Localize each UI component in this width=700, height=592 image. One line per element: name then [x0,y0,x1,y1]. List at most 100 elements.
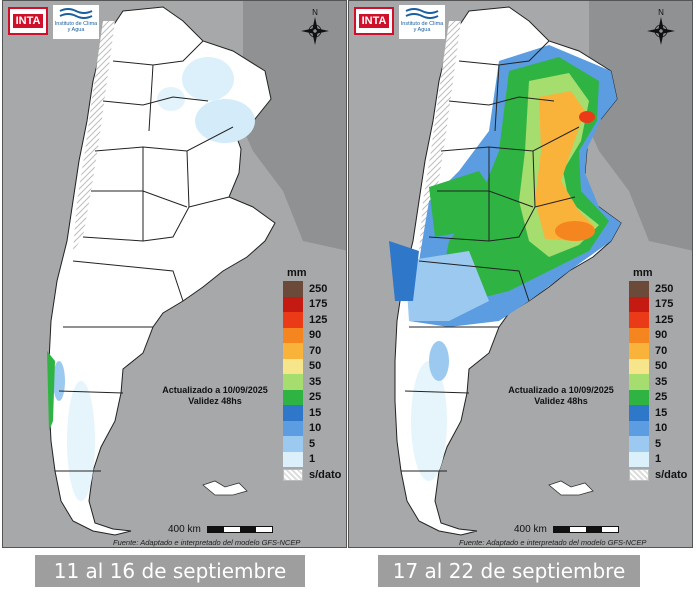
legend-row: 35 [629,374,689,390]
compass-rose-icon: N [647,8,675,45]
legend-label: 250 [309,282,328,295]
legend-swatch [629,343,649,359]
legend-swatch [283,451,303,467]
legend-swatch [629,327,649,343]
inta-logo: INTA [8,7,48,35]
legend-row: 125 [629,312,689,328]
legend-label: 70 [309,344,322,357]
institute-logo: Instituto de Clima y Agua [399,5,445,39]
inta-logo: INTA [354,7,394,35]
source-note: Fuente: Adaptado e interpretado del mode… [459,538,647,547]
rain-area [157,87,185,111]
legend-row: 1 [283,451,343,467]
compass-rose-icon: N [301,8,329,45]
legend-row: 90 [283,327,343,343]
scale-bar: 400 km [168,524,273,535]
legend-row: 15 [629,405,689,421]
legend-row: 250 [629,281,689,297]
precipitation-legend: mm 250 175 125 90 70 50 35 25 15 10 5 1 s/dato [629,267,689,483]
legend-swatch [283,420,303,436]
legend-label: 50 [309,360,322,373]
legend-label: 5 [309,437,316,450]
legend-swatch [283,312,303,328]
legend-swatch [629,374,649,390]
legend-swatch [629,468,649,481]
legend-swatch [283,358,303,374]
legend-label: 175 [655,298,674,311]
scale-bar: 400 km [514,524,619,535]
period-caption-left: 11 al 16 de septiembre [35,555,305,587]
province-borders [401,40,580,472]
legend-label: 1 [655,453,662,466]
legend-label: 1 [309,453,316,466]
rain-area [182,57,234,101]
legend-label: 35 [309,375,322,388]
nodata-area [73,21,115,251]
legend-row: 175 [283,296,343,312]
legend-swatch [283,374,303,390]
legend-row: 15 [283,405,343,421]
legend-swatch [629,436,649,452]
legend-label: 90 [655,329,668,342]
malvinas-islands [202,480,248,496]
legend-label: 15 [655,406,668,419]
legend-row: 25 [283,389,343,405]
legend-swatch [283,436,303,452]
legend-swatch [283,389,303,405]
legend-swatch [283,281,303,297]
legend-row: 90 [629,327,689,343]
legend-label: 35 [655,375,668,388]
legend-row: 5 [629,436,689,452]
legend-swatch [629,389,649,405]
legend-row: 50 [629,358,689,374]
svg-text:N: N [658,8,664,17]
legend-swatch [629,405,649,421]
legend-swatch [283,296,303,312]
legend-label: 10 [309,422,322,435]
province-borders [55,40,234,472]
rain-area [195,99,255,143]
legend-rows: 250 175 125 90 70 50 35 25 15 10 5 1 [629,281,689,467]
legend-nodata: s/dato [629,467,689,483]
legend-row: 10 [283,420,343,436]
legend-row: 125 [283,312,343,328]
update-note: Actualizado a 10/09/2025 Validez 48hs [162,385,268,406]
legend-rows: 250 175 125 90 70 50 35 25 15 10 5 1 [283,281,343,467]
rain-area [429,171,499,237]
legend-label: 15 [309,406,322,419]
rain-area [429,341,449,381]
source-note: Fuente: Adaptado e interpretado del mode… [113,538,301,547]
precipitation-legend: mm 250 175 125 90 70 50 35 25 15 10 5 1 s/dato [283,267,343,483]
legend-swatch [283,468,303,481]
legend-swatch [629,451,649,467]
legend-row: 70 [283,343,343,359]
rain-area [389,241,419,301]
legend-swatch [629,420,649,436]
legend-row: 175 [629,296,689,312]
legend-label: 90 [309,329,322,342]
legend-label: 175 [309,298,328,311]
map-panel-left: INTA Instituto de Clima y Agua N mm 250 1… [2,0,347,548]
rain-area [47,351,55,431]
legend-swatch [283,327,303,343]
rain-area [67,381,95,501]
legend-label: 10 [655,422,668,435]
legend-swatch [629,296,649,312]
legend-swatch [629,281,649,297]
institute-logo: Instituto de Clima y Agua [53,5,99,39]
legend-label: 125 [655,313,674,326]
legend-label: 125 [309,313,328,326]
legend-nodata: s/dato [283,467,343,483]
legend-label: 25 [655,391,668,404]
legend-row: 70 [629,343,689,359]
legend-swatch [629,312,649,328]
legend-row: 10 [629,420,689,436]
precipitation-map-left [3,1,346,547]
svg-text:N: N [312,8,318,17]
legend-label: 50 [655,360,668,373]
waves-icon [405,8,439,19]
legend-label: 5 [655,437,662,450]
legend-label: 25 [309,391,322,404]
neighbour-land [581,1,692,251]
map-panel-right: INTA Instituto de Clima y Agua N mm 250 1… [348,0,693,548]
